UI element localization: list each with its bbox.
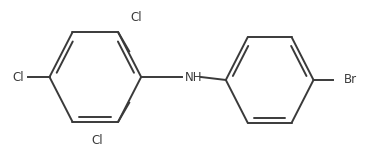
- Text: Cl: Cl: [130, 11, 142, 24]
- Text: Cl: Cl: [92, 134, 103, 147]
- Text: NH: NH: [185, 71, 202, 84]
- Text: Br: Br: [343, 73, 356, 86]
- Text: Cl: Cl: [13, 71, 24, 84]
